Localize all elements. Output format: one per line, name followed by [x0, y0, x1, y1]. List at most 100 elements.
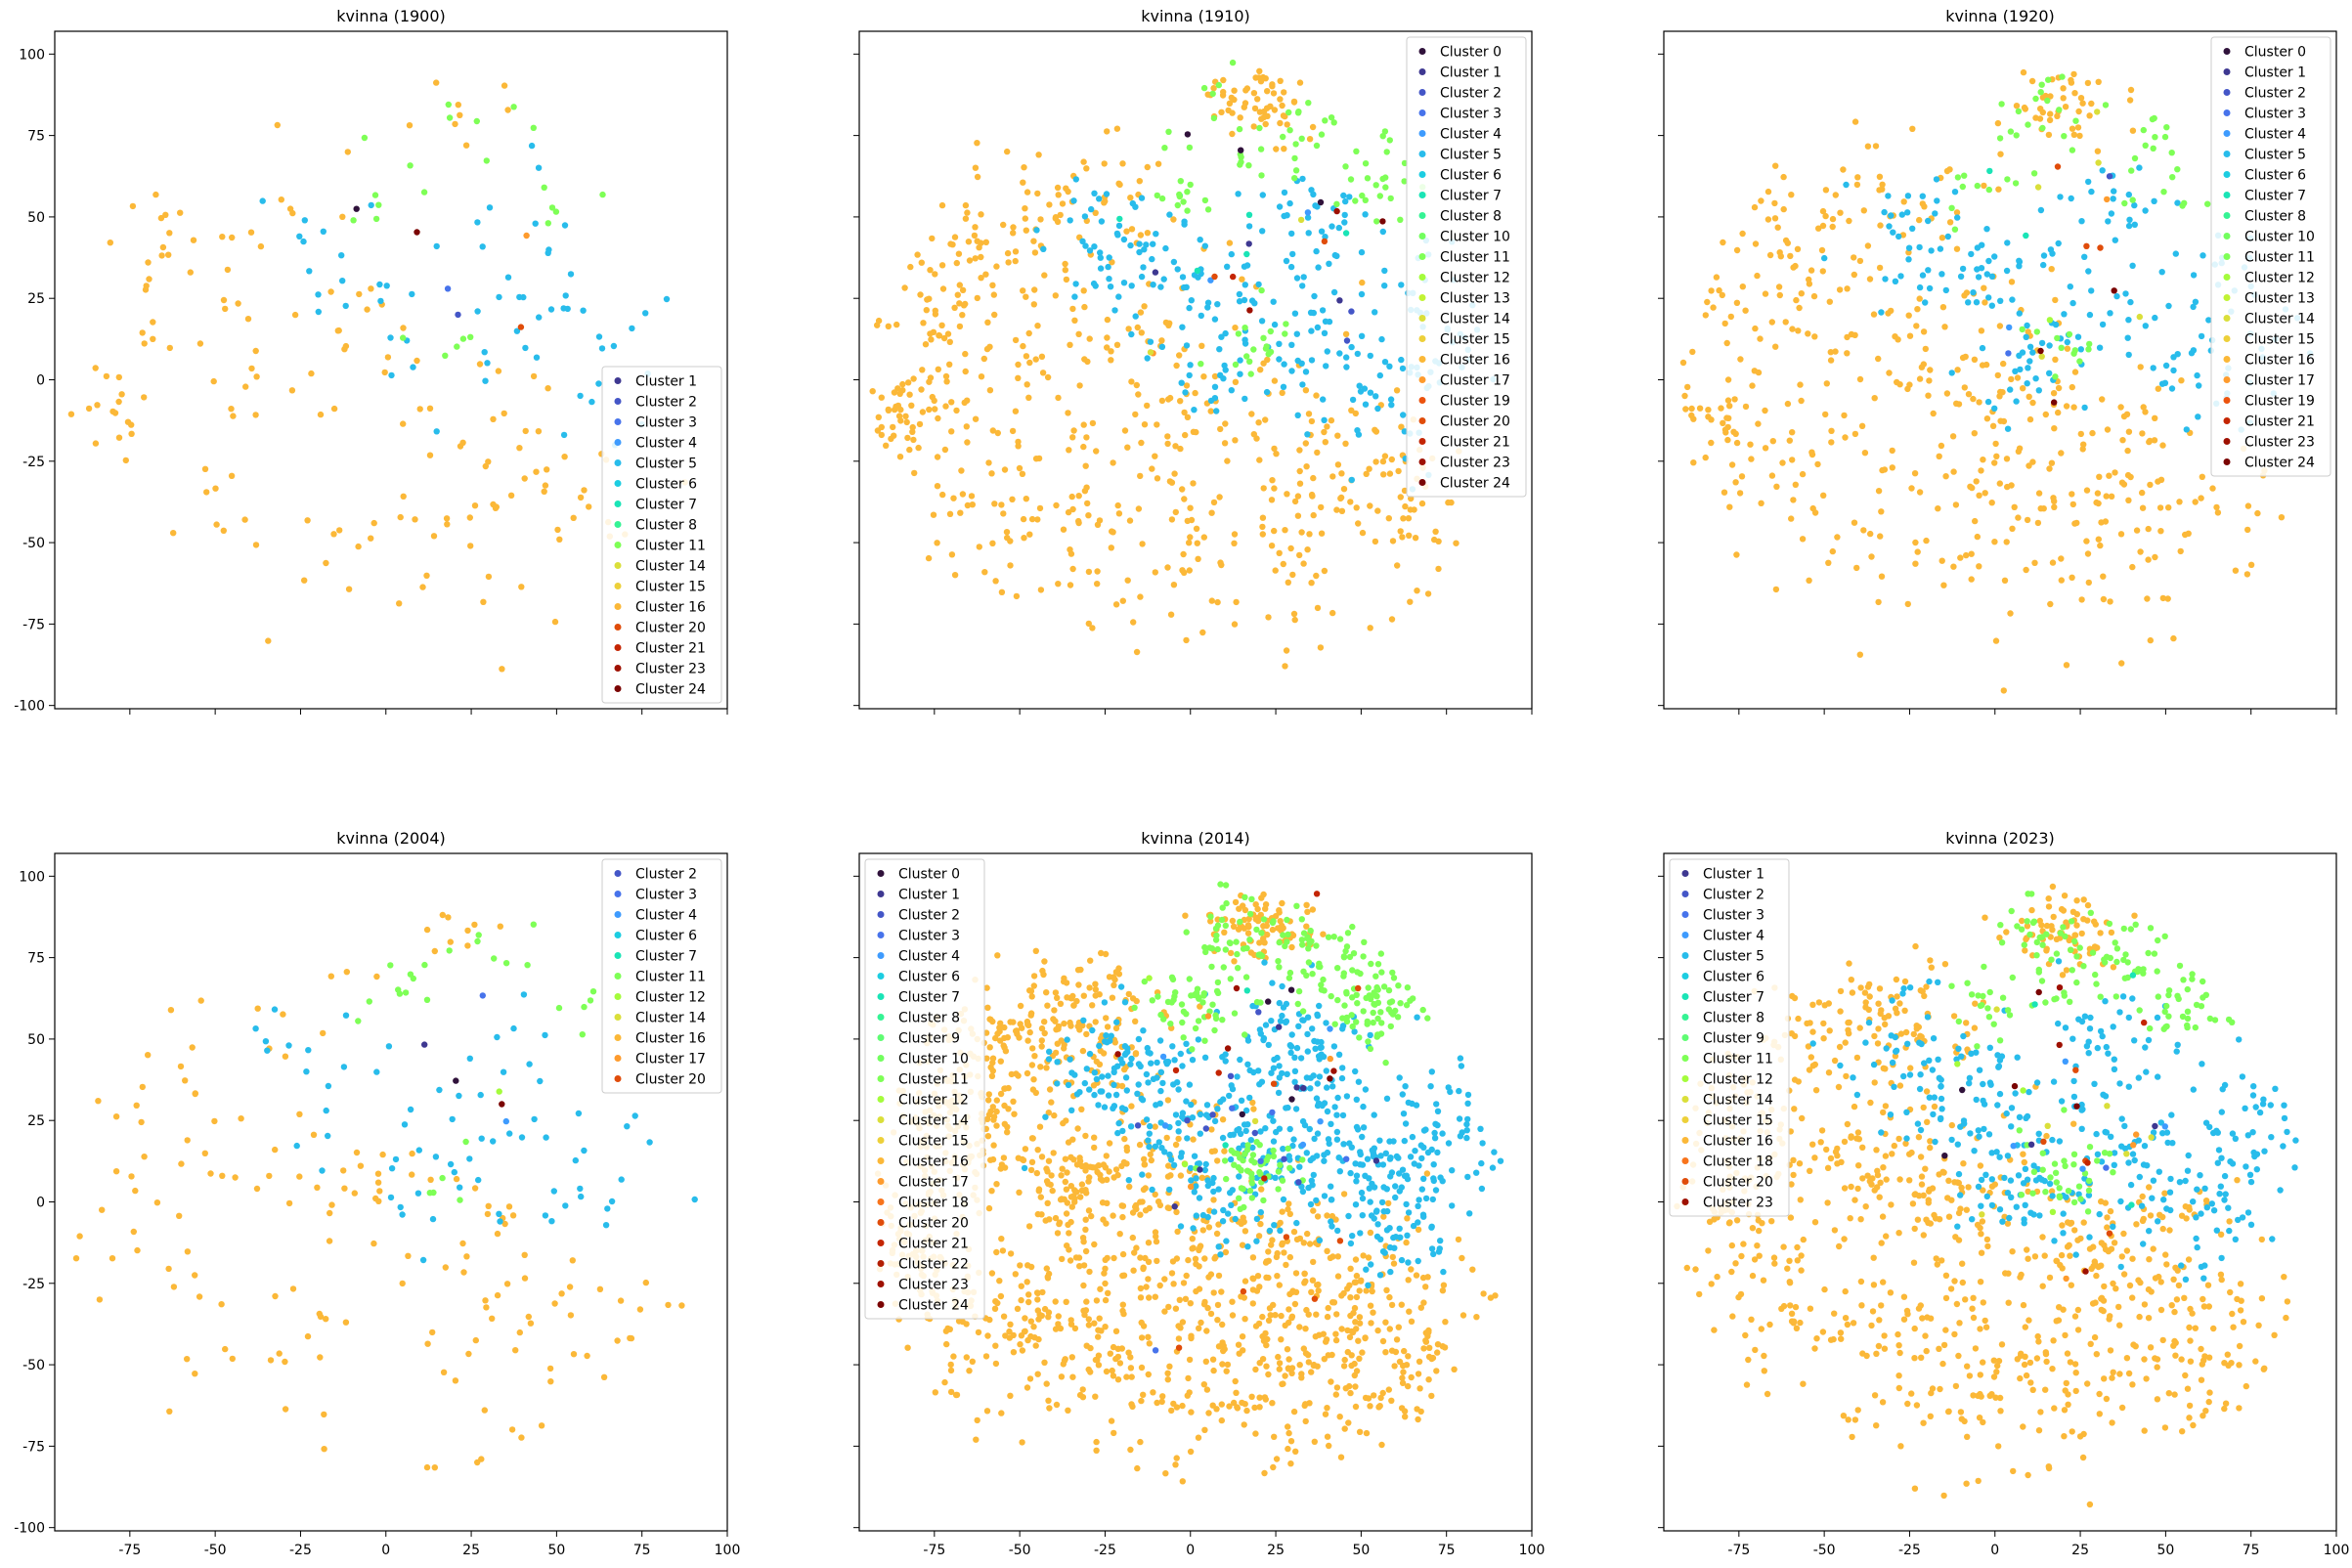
point-cluster-16: [1846, 217, 1852, 225]
point-cluster-16: [1025, 329, 1032, 337]
point-cluster-16: [1130, 619, 1137, 626]
point-cluster-11: [1223, 899, 1230, 907]
point-cluster-16: [1012, 1271, 1020, 1278]
point-cluster-12: [2046, 317, 2054, 324]
point-cluster-16: [201, 1150, 208, 1157]
point-cluster-16: [1038, 1154, 1046, 1160]
point-cluster-16: [1062, 1178, 1069, 1186]
point-cluster-16: [2078, 596, 2085, 603]
point-cluster-5: [1263, 388, 1271, 396]
point-cluster-16: [1994, 371, 2002, 379]
point-cluster-16: [112, 1168, 120, 1175]
point-cluster-16: [1772, 586, 1780, 593]
point-cluster-16: [1426, 1344, 1433, 1352]
point-cluster-16: [989, 540, 996, 546]
point-cluster-24: [499, 1101, 505, 1108]
point-cluster-16: [218, 1301, 225, 1308]
point-cluster-16: [2152, 553, 2158, 561]
y-tick-label: 0: [36, 1195, 45, 1210]
point-cluster-11: [491, 955, 498, 962]
point-cluster-5: [1328, 1197, 1335, 1203]
point-cluster-16: [2051, 425, 2058, 432]
point-cluster-5: [1157, 1087, 1164, 1095]
point-cluster-5: [1326, 1140, 1332, 1148]
point-cluster-16: [1267, 1312, 1274, 1319]
point-cluster-5: [1175, 1119, 1182, 1127]
point-cluster-16: [1920, 361, 1928, 368]
point-cluster-16: [1046, 1216, 1053, 1223]
point-cluster-16: [1127, 1354, 1134, 1361]
point-cluster-16: [1980, 457, 1986, 463]
point-cluster-16: [1020, 515, 1027, 523]
point-cluster-16: [1036, 504, 1044, 512]
point-cluster-16: [2096, 473, 2103, 480]
legend-label: Cluster 15: [2244, 332, 2315, 348]
point-cluster-11: [510, 104, 517, 110]
point-cluster-5: [1071, 293, 1078, 300]
point-cluster-16: [1080, 287, 1087, 294]
point-cluster-16: [1772, 162, 1779, 169]
point-cluster-16: [1310, 511, 1317, 519]
point-cluster-11: [402, 989, 410, 996]
point-cluster-5: [1311, 1135, 1318, 1143]
point-cluster-5: [1298, 360, 1305, 367]
point-cluster-11: [1276, 938, 1283, 946]
point-cluster-5: [2152, 314, 2158, 322]
point-cluster-16: [1340, 486, 1348, 493]
point-cluster-16: [1034, 190, 1041, 197]
point-cluster-24: [2111, 287, 2117, 294]
point-cluster-16: [1290, 99, 1298, 106]
point-cluster-16: [959, 491, 967, 498]
point-cluster-16: [1038, 1037, 1046, 1044]
point-cluster-16: [1067, 1154, 1074, 1161]
point-cluster-16: [409, 1171, 415, 1178]
point-cluster-16: [1363, 1287, 1370, 1294]
point-cluster-5: [1885, 193, 1892, 199]
point-cluster-16: [1285, 1205, 1291, 1213]
point-cluster-16: [642, 1279, 649, 1286]
point-cluster-11: [1256, 124, 1263, 132]
point-cluster-16: [1171, 470, 1178, 477]
point-cluster-11: [459, 335, 467, 342]
point-cluster-16: [1138, 1397, 1145, 1405]
point-cluster-5: [1241, 263, 1248, 270]
point-cluster-16: [1210, 1367, 1217, 1374]
point-cluster-16: [1039, 1288, 1046, 1296]
point-cluster-5: [1299, 381, 1306, 388]
point-cluster-5: [1311, 292, 1318, 300]
subplot-title: kvinna (1910): [1141, 7, 1250, 25]
point-cluster-16: [1028, 515, 1036, 523]
point-cluster-16: [1925, 392, 1932, 399]
point-cluster-16: [1219, 1116, 1227, 1123]
point-cluster-16: [400, 493, 407, 500]
point-cluster-16: [1082, 1167, 1089, 1174]
point-cluster-5: [1985, 294, 1992, 301]
point-cluster-5: [1098, 218, 1106, 225]
point-cluster-16: [1024, 1279, 1030, 1285]
point-cluster-16: [2001, 577, 2009, 584]
point-cluster-16: [1072, 1254, 1080, 1261]
point-cluster-16: [400, 420, 407, 427]
point-cluster-16: [1257, 78, 1265, 85]
point-cluster-16: [444, 521, 451, 528]
point-cluster-16: [1938, 442, 1945, 450]
point-cluster-5: [548, 1218, 555, 1225]
point-cluster-16: [1355, 520, 1362, 527]
point-cluster-16: [72, 1255, 80, 1262]
point-cluster-16: [1938, 235, 1946, 241]
point-cluster-16: [1123, 228, 1130, 235]
point-cluster-5: [1136, 248, 1143, 256]
point-cluster-11: [1280, 133, 1286, 141]
point-cluster-16: [1187, 534, 1194, 541]
point-cluster-5: [1115, 1119, 1122, 1127]
point-cluster-16: [1288, 943, 1295, 951]
point-cluster-11: [1294, 1000, 1302, 1008]
point-cluster-16: [1405, 515, 1413, 522]
point-cluster-16: [1164, 1376, 1172, 1383]
point-cluster-5: [1381, 359, 1389, 366]
point-cluster-5: [1220, 375, 1227, 382]
point-cluster-16: [1780, 173, 1787, 181]
point-cluster-11: [1305, 100, 1312, 107]
point-cluster-16: [1226, 240, 1234, 246]
point-cluster-16: [150, 335, 156, 342]
